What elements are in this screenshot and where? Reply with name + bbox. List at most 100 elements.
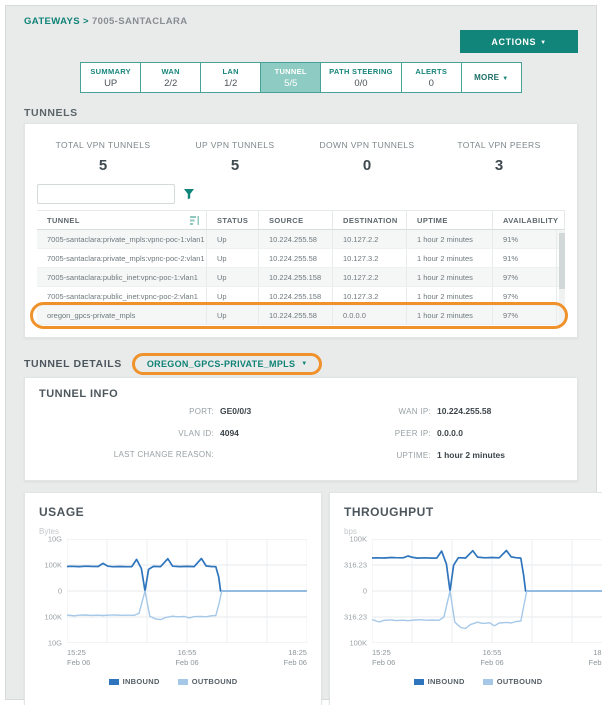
info-field-value: GE0/0/3 [220,406,252,416]
table-cell: 10.127.3.2 [333,287,407,305]
table-cell: Up [207,230,259,248]
table-cell: Up [207,306,259,324]
info-field-label: PORT: [189,407,214,416]
stat-label: DOWN VPN TUNNELS [319,140,415,150]
table-cell: 7005-santaclara:private_mpls:vpnc-poc-1:… [37,230,207,248]
table-search-input[interactable] [37,184,175,204]
legend-swatch [482,678,493,685]
column-header-status[interactable]: STATUS [207,211,259,229]
info-field: PEER IP: 0.0.0.0 [301,428,563,450]
table-cell: 91% [493,249,557,267]
tab-label: TUNNEL [274,66,307,76]
tab-lan[interactable]: LAN 1/2 [200,62,262,93]
throughput-chart-legend: INBOUND OUTBOUND [344,677,602,686]
tunnel-stats: TOTAL VPN TUNNELS 5 UP VPN TUNNELS 5 DOWN VP… [37,134,565,174]
x-tick-time: 15:25 [67,648,86,657]
table-cell: 10.224.255.58 [259,249,333,267]
usage-chart-title: USAGE [39,505,85,519]
table-cell: 7005-santaclara:public_inet:vpnc-poc-1:v… [37,268,207,286]
table-row[interactable]: oregon_gpcs-private_mpls Up 10.224.255.58 0… [37,306,565,325]
tab-label: WAN [161,66,180,76]
column-header-label: TUNNEL [47,215,80,225]
column-header-uptime[interactable]: UPTIME [407,211,493,229]
tab-more[interactable]: MORE ▼ [460,62,522,93]
x-tick-date: Feb 06 [283,658,307,667]
tunnel-info-grid: PORT: GE0/0/3 VLAN ID: 4094 LAST CHANGE REAS… [39,406,563,472]
tab-path-steering[interactable]: PATH STEERING 0/0 [320,62,402,93]
table-row[interactable]: 7005-santaclara:private_mpls:vpnc-poc-1:… [37,230,565,249]
throughput-chart-unit-label: bps [344,527,357,536]
stat-value: 0 [362,157,372,174]
table-row[interactable]: 7005-santaclara:private_mpls:vpnc-poc-2:… [37,249,565,268]
column-header-source[interactable]: SOURCE [259,211,333,229]
throughput-chart-canvas [372,539,602,643]
table-cell: 1 hour 2 minutes [407,306,493,324]
table-row[interactable]: 7005-santaclara:public_inet:vpnc-poc-1:v… [37,268,565,287]
legend-label: INBOUND [122,677,160,686]
x-tick-time: 16:55 [482,648,502,657]
column-header-availability[interactable]: AVAILABILITY [493,211,566,229]
chevron-down-icon: ▼ [540,39,547,46]
x-tick-date: Feb 06 [588,658,602,667]
y-tick-label: 0 [57,586,62,596]
chevron-down-icon: ▼ [301,361,308,367]
y-tick-label: 100K [44,560,62,570]
table-cell: 10.224.255.158 [259,268,333,286]
usage-chart-canvas [67,539,307,643]
info-field: PORT: GE0/0/3 [39,406,301,428]
filter-button[interactable] [183,188,195,200]
filter-funnel-icon [184,189,194,200]
table-cell: 10.127.3.2 [333,249,407,267]
y-tick-label: 100K [349,534,367,544]
tab-summary[interactable]: SUMMARY UP [80,62,142,93]
legend-label: OUTBOUND [496,677,543,686]
tab-tunnel[interactable]: TUNNEL 5/5 [260,62,322,93]
usage-chart-card: USAGE Bytes 10G 100K 0 100K 10G 15:25 Feb 06 1… [24,492,322,705]
table-cell: Up [207,287,259,305]
tunnel-info-left-column: PORT: GE0/0/3 VLAN ID: 4094 LAST CHANGE REAS… [39,406,301,472]
actions-button[interactable]: ACTIONS ▼ [460,30,578,53]
info-field-label: LAST CHANGE REASON: [113,450,214,459]
tunnel-info-card: TUNNEL INFO PORT: GE0/0/3 VLAN ID: 4094 LAST… [24,377,578,481]
tunnel-selector-dropdown[interactable]: OREGON_GPCS-PRIVATE_MPLS ▼ [131,353,323,375]
y-tick-label: 100K [349,638,367,648]
chevron-down-icon: ▼ [502,76,509,82]
table-cell: 7005-santaclara:public_inet:vpnc-poc-2:v… [37,287,207,305]
breadcrumb-gateways-link[interactable]: GATEWAYS [24,16,80,27]
y-tick-label: 100K [44,612,62,622]
series-line-inbound [372,551,602,592]
x-tick-time: 16:55 [177,648,197,657]
actions-button-label: ACTIONS [491,36,537,47]
table-cell: 1 hour 2 minutes [407,230,493,248]
table-cell: 97% [493,287,557,305]
table-cell: 91% [493,230,557,248]
table-cell: 10.224.255.58 [259,230,333,248]
info-field-value: 1 hour 2 minutes [437,450,506,460]
stat-value: 5 [98,157,108,174]
tunnels-card: TOTAL VPN TUNNELS 5 UP VPN TUNNELS 5 DOWN VP… [24,123,578,338]
sort-icon[interactable] [190,215,200,225]
tab-wan[interactable]: WAN 2/2 [140,62,202,93]
column-header-tunnel[interactable]: TUNNEL [37,211,207,229]
table-cell: 97% [493,268,557,286]
stat-total-vpn-peers: TOTAL VPN PEERS 3 [433,134,565,174]
table-scrollbar-thumb[interactable] [559,233,565,289]
column-header-label: SOURCE [269,215,304,225]
tunnel-details-title: TUNNEL DETAILS [24,358,122,370]
stat-value: 3 [494,157,504,174]
x-tick-label: 15:25 Feb 06 [67,648,90,668]
breadcrumb: GATEWAYS >7005-SANTACLARA [24,16,578,27]
throughput-chart-title: THROUGHPUT [344,505,434,519]
y-tick-label: 316.23 [344,560,367,570]
table-cell: Up [207,268,259,286]
tab-label: MORE ▼ [474,73,509,82]
table-row[interactable]: 7005-santaclara:public_inet:vpnc-poc-2:v… [37,287,565,306]
tab-alerts[interactable]: ALERTS 0 [400,62,462,93]
column-header-destination[interactable]: DESTINATION [333,211,407,229]
tab-label: SUMMARY [90,66,131,76]
y-tick-label: 10G [47,534,62,544]
tunnel-info-right-column: WAN IP: 10.224.255.58 PEER IP: 0.0.0.0 UPTIM… [301,406,563,472]
info-field: UPTIME: 1 hour 2 minutes [301,450,563,472]
